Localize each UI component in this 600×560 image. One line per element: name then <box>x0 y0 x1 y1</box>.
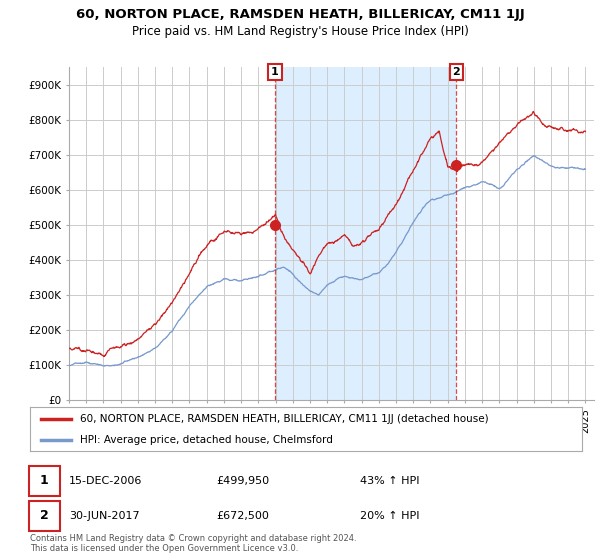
Text: 43% ↑ HPI: 43% ↑ HPI <box>360 475 419 486</box>
Text: £499,950: £499,950 <box>216 475 269 486</box>
Text: 20% ↑ HPI: 20% ↑ HPI <box>360 511 419 521</box>
Text: 30-JUN-2017: 30-JUN-2017 <box>69 511 140 521</box>
Text: 2: 2 <box>40 509 49 522</box>
Text: 60, NORTON PLACE, RAMSDEN HEATH, BILLERICAY, CM11 1JJ: 60, NORTON PLACE, RAMSDEN HEATH, BILLERI… <box>76 8 524 21</box>
Text: 1: 1 <box>40 474 49 487</box>
Text: 2: 2 <box>452 67 460 77</box>
Text: 1: 1 <box>271 67 279 77</box>
Text: Contains HM Land Registry data © Crown copyright and database right 2024.
This d: Contains HM Land Registry data © Crown c… <box>30 534 356 553</box>
Text: £672,500: £672,500 <box>216 511 269 521</box>
Text: HPI: Average price, detached house, Chelmsford: HPI: Average price, detached house, Chel… <box>80 435 332 445</box>
Text: 15-DEC-2006: 15-DEC-2006 <box>69 475 142 486</box>
Bar <box>275 67 456 400</box>
Text: Price paid vs. HM Land Registry's House Price Index (HPI): Price paid vs. HM Land Registry's House … <box>131 25 469 38</box>
Text: 60, NORTON PLACE, RAMSDEN HEATH, BILLERICAY, CM11 1JJ (detached house): 60, NORTON PLACE, RAMSDEN HEATH, BILLERI… <box>80 414 488 424</box>
